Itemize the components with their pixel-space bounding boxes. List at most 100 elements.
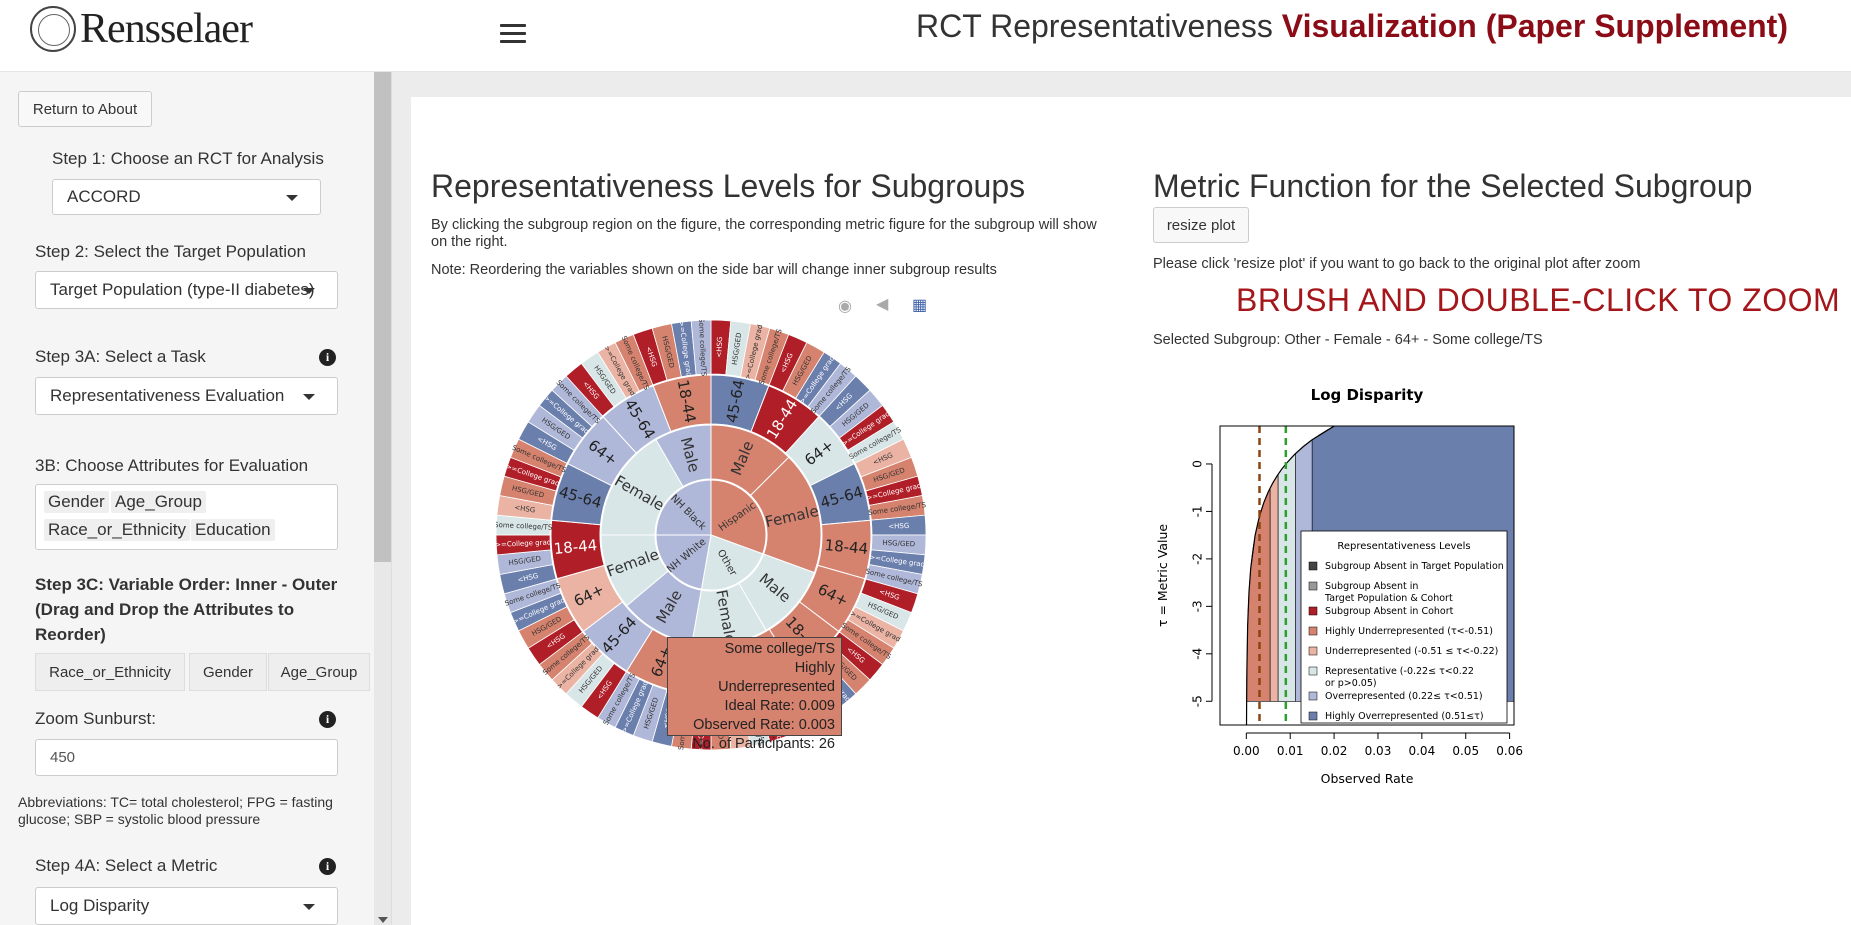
age-label: 18-44 — [824, 536, 869, 558]
camera-icon[interactable]: ◉ — [838, 298, 852, 315]
x-tick-label: 0.05 — [1452, 744, 1479, 758]
x-tick-label: 0.03 — [1365, 744, 1392, 758]
y-tick-label: -4 — [1191, 648, 1205, 660]
x-tick-label: 0.04 — [1408, 744, 1435, 758]
legend-swatch — [1308, 561, 1318, 571]
legend-item: Highly Overrepresented (0.51≤τ) — [1325, 711, 1484, 722]
step3a-label: Step 3A: Select a Task — [35, 347, 206, 366]
sunburst-note: Note: Reordering the variables shown on … — [431, 262, 997, 278]
info-icon[interactable]: i — [319, 858, 336, 875]
rensselaer-logo[interactable]: Rensselaer — [30, 5, 253, 53]
sidebar-scrollbar[interactable] — [374, 72, 391, 925]
step4a-label: Step 4A: Select a Metric — [35, 856, 218, 875]
abbreviations-note: Abbreviations: TC= total cholesterol; FP… — [18, 794, 333, 827]
education-label: <HSG — [715, 337, 724, 358]
order-item-gender[interactable]: Gender — [189, 653, 267, 691]
legend-item: Overrepresented (0.22≤ τ<0.51) — [1325, 691, 1483, 702]
representativeness-band — [1269, 473, 1279, 702]
legend-title: Representativeness Levels — [1337, 541, 1470, 552]
info-icon[interactable]: i — [319, 349, 336, 366]
step3b-label: 3B: Choose Attributes for Evaluation — [35, 456, 309, 475]
attribute-tag[interactable]: Education — [191, 519, 275, 541]
education-label: HSG/GED — [882, 539, 915, 549]
selected-subgroup: Selected Subgroup: Other - Female - 64+ … — [1153, 332, 1543, 348]
sunburst-race-segment[interactable] — [655, 534, 712, 590]
menu-toggle-icon[interactable] — [500, 24, 526, 46]
education-label: Some college/TS — [496, 521, 553, 532]
x-tick-label: 0.06 — [1496, 744, 1523, 758]
legend-swatch — [1308, 666, 1318, 676]
sunburst-age-segment[interactable] — [652, 374, 712, 433]
education-label: Some college/TS — [697, 320, 708, 377]
education-label: <HSG — [514, 504, 536, 515]
legend-swatch — [1308, 711, 1318, 721]
scrollbar-thumb[interactable] — [374, 72, 391, 562]
chevron-down-icon — [303, 394, 315, 400]
y-tick-label: 0 — [1191, 460, 1205, 468]
app-title: RCT Representativeness Visualization (Pa… — [916, 8, 1788, 44]
sidebar: Return to About Step 1: Choose an RCT fo… — [0, 72, 392, 925]
legend-item: Subgroup Absent in — [1325, 581, 1418, 592]
plotly-logo-icon[interactable]: ▦ — [912, 297, 928, 314]
legend-item: Subgroup Absent in Target Population — [1325, 561, 1504, 572]
chevron-down-icon — [303, 288, 315, 294]
legend-item: Subgroup Absent in Cohort — [1325, 606, 1454, 617]
order-item-age-group[interactable]: Age_Group — [268, 653, 370, 691]
return-to-about-button[interactable]: Return to About — [18, 91, 152, 127]
legend-item: Representative (-0.22≤ τ<0.22 — [1325, 666, 1474, 677]
education-label: <HSG — [888, 522, 909, 531]
chevron-down-icon — [303, 904, 315, 910]
step3c-label: Step 3C: Variable Order: Inner - Outer (… — [35, 575, 338, 644]
legend-item: Target Population & Cohort — [1324, 593, 1453, 604]
x-tick-label: 0.02 — [1321, 744, 1348, 758]
metric-select[interactable]: Log Disparity — [35, 887, 338, 925]
legend-swatch — [1308, 581, 1318, 591]
x-tick-label: 0.00 — [1233, 744, 1260, 758]
attribute-tag[interactable]: Age_Group — [111, 491, 206, 513]
step2-label: Step 2: Select the Target Population — [35, 242, 306, 261]
y-tick-label: -3 — [1191, 600, 1205, 612]
x-axis-label: Observed Rate — [1321, 771, 1414, 786]
order-item-race[interactable]: Race_or_Ethnicity — [35, 653, 185, 691]
chart-title: Log Disparity — [1311, 386, 1424, 404]
target-population-select[interactable]: Target Population (type-II diabetes) — [35, 271, 338, 309]
sunburst-heading: Representativeness Levels for Subgroups — [431, 168, 1026, 204]
y-tick-label: -1 — [1191, 505, 1205, 517]
legend-item: or p>0.05) — [1325, 678, 1377, 689]
age-label: 18-44 — [553, 536, 598, 558]
zoom-input[interactable]: 450 — [35, 739, 338, 776]
rct-select[interactable]: ACCORD — [52, 179, 321, 215]
sunburst-education-segment[interactable] — [690, 320, 712, 376]
resize-plot-button[interactable]: resize plot — [1153, 207, 1249, 243]
attribute-tag[interactable]: Gender — [44, 491, 109, 513]
legend-item: Underrepresented (-0.51 ≤ τ<-0.22) — [1325, 646, 1498, 657]
step1-label: Step 1: Choose an RCT for Analysis — [52, 149, 324, 168]
education-label: >=College grad — [496, 538, 551, 549]
scroll-down-arrow-icon[interactable] — [378, 917, 388, 923]
logo-text: Rensselaer — [80, 6, 253, 52]
attribute-tag[interactable]: Race_or_Ethnicity — [44, 519, 190, 541]
legend-swatch — [1308, 606, 1318, 616]
legend-swatch — [1308, 626, 1318, 636]
seal-icon — [30, 6, 76, 52]
x-tick-label: 0.01 — [1277, 744, 1304, 758]
sunburst-race-segment[interactable] — [700, 534, 764, 591]
info-icon[interactable]: i — [319, 711, 336, 728]
resize-note: Please click 'resize plot' if you want t… — [1153, 256, 1641, 272]
metric-heading: Metric Function for the Selected Subgrou… — [1153, 168, 1753, 204]
sunburst-race-segment[interactable] — [655, 479, 712, 536]
sunburst-gender-segment[interactable] — [600, 534, 669, 607]
sunburst-tooltip: Some college/TS Highly Underrepresented … — [667, 637, 842, 752]
task-select[interactable]: Representativeness Evaluation — [35, 377, 338, 415]
legend-box — [1300, 530, 1508, 724]
zoom-label: Zoom Sunburst: — [35, 709, 156, 728]
sunburst-description: By clicking the subgroup region on the f… — [431, 217, 1097, 250]
sunburst-race-segment[interactable] — [710, 479, 767, 555]
metric-chart[interactable]: Log Disparity 0.00 0.01 0.02 0.03 0.04 0.05 0.0… — [1153, 380, 1533, 800]
legend-swatch — [1308, 646, 1318, 656]
back-icon[interactable]: ◀ — [876, 296, 889, 313]
y-tick-label: -5 — [1191, 695, 1205, 707]
legend-item: Highly Underrepresented (τ<-0.51) — [1325, 626, 1493, 637]
attributes-multiselect[interactable]: Gender Age_Group Race_or_Ethnicity Educa… — [35, 484, 338, 550]
metric-curve — [1245, 426, 1335, 725]
